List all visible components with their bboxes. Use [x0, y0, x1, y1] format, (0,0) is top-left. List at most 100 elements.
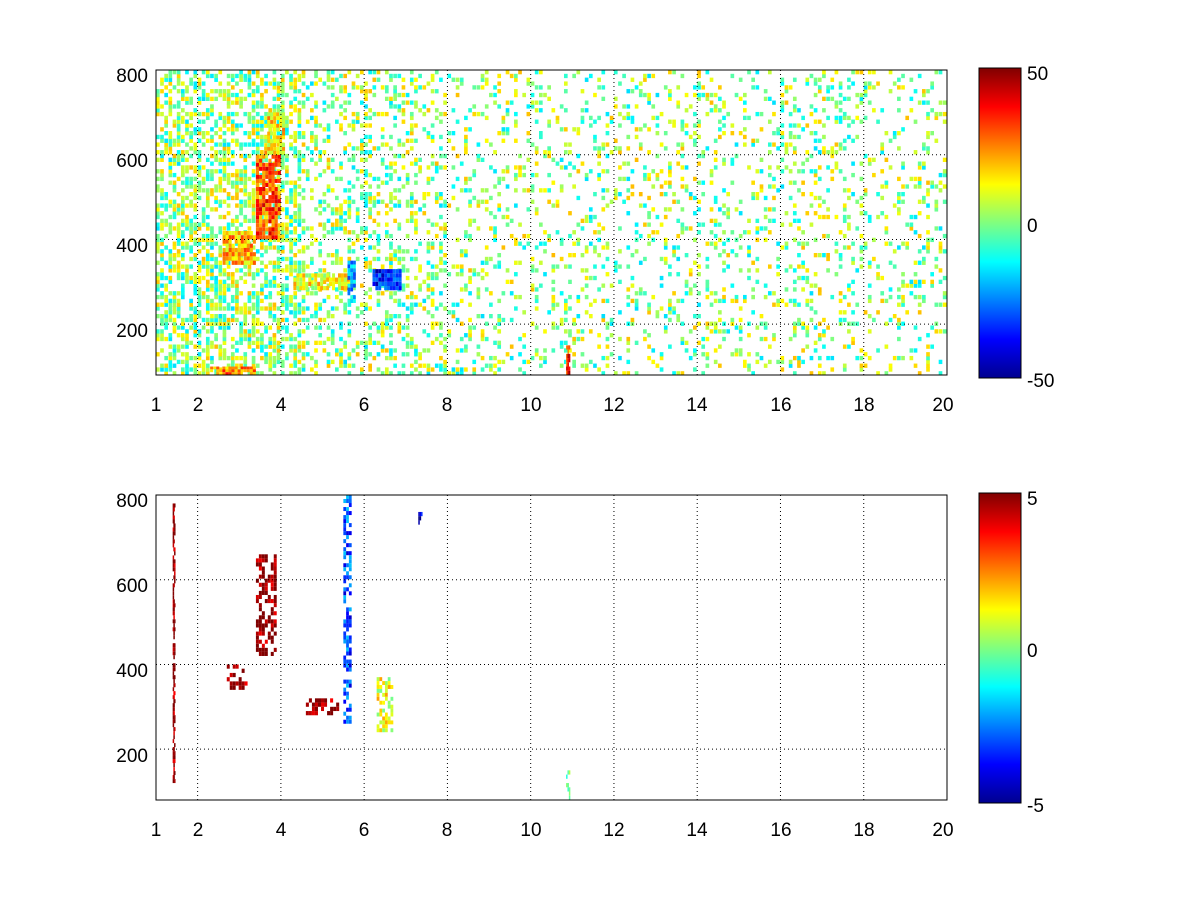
top-heatmap-cell: [718, 237, 722, 243]
top-heatmap-cell: [197, 138, 202, 143]
top-heatmap-cell: [855, 321, 860, 326]
top-heatmap-cell: [393, 73, 397, 79]
top-heatmap-cell: [418, 287, 422, 292]
top-heatmap-cell: [364, 260, 368, 265]
bottom-heatmap-cell: [174, 563, 176, 568]
top-heatmap-cell: [668, 96, 672, 101]
bottom-heatmap-cell: [255, 619, 259, 624]
top-heatmap-cell: [276, 355, 281, 361]
top-heatmap-cell: [285, 180, 289, 185]
top-heatmap-cell: [705, 96, 710, 101]
top-heatmap-cell: [738, 199, 743, 204]
top-heatmap-cell: [484, 104, 489, 109]
top-heatmap-cell: [684, 340, 689, 345]
top-heatmap-cell: [767, 264, 772, 269]
top-heatmap-cell: [205, 169, 210, 174]
top-heatmap-cell: [282, 143, 286, 148]
top-heatmap-cell: [401, 268, 406, 273]
top-heatmap-cell: [430, 314, 435, 319]
top-heatmap-cell: [276, 142, 281, 147]
top-heatmap-cell: [372, 277, 376, 282]
top-heatmap-cell: [235, 310, 239, 315]
top-heatmap-cell: [210, 192, 214, 197]
bottom-heatmap-cell: [258, 647, 262, 652]
top-heatmap-cell: [243, 239, 247, 244]
top-heatmap-cell: [813, 108, 818, 113]
top-heatmap-cell: [430, 73, 435, 79]
top-heatmap-cell: [201, 348, 206, 353]
top-heatmap-cell: [497, 359, 502, 365]
top-heatmap-cell: [322, 127, 327, 132]
top-heatmap-cell: [693, 85, 697, 90]
top-heatmap-cell: [293, 281, 297, 287]
top-heatmap-cell: [351, 85, 356, 90]
top-heatmap-cell: [901, 192, 905, 197]
top-heatmap-cell: [226, 92, 231, 98]
top-heatmap-cell: [926, 115, 930, 121]
top-heatmap-cell: [464, 150, 468, 155]
top-heatmap-cell: [809, 203, 814, 208]
top-heatmap-cell: [489, 165, 493, 170]
top-heatmap-cell: [443, 165, 447, 170]
top-heatmap-cell: [268, 203, 272, 208]
top-heatmap-cell: [863, 92, 868, 98]
top-heatmap-cell: [210, 104, 214, 109]
top-heatmap-cell: [343, 359, 348, 365]
top-heatmap-cell: [747, 245, 751, 250]
top-heatmap-cell: [505, 70, 510, 75]
top-heatmap-cell: [156, 367, 160, 372]
top-heatmap-cell: [340, 281, 344, 287]
top-heatmap-cell: [697, 81, 701, 86]
top-heatmap-cell: [801, 260, 805, 265]
top-heatmap-cell: [813, 81, 818, 86]
top-heatmap-cell: [255, 211, 260, 216]
top-heatmap-cell: [534, 325, 539, 330]
top-heatmap-cell: [268, 279, 273, 284]
top-heatmap-cell: [659, 184, 664, 189]
top-heatmap-cell: [272, 104, 277, 109]
top-heatmap-cell: [439, 134, 443, 140]
top-heatmap-cell: [176, 176, 181, 182]
top-heatmap-cell: [888, 89, 893, 94]
top-heatmap-cell: [282, 150, 286, 155]
top-heatmap-cell: [180, 230, 185, 235]
top-heatmap-cell: [505, 169, 510, 174]
top-heatmap-cell: [393, 253, 397, 258]
top-heatmap-cell: [813, 272, 818, 277]
top-heatmap-cell: [343, 268, 348, 273]
top-heatmap-cell: [801, 169, 805, 174]
top-heatmap-cell: [593, 249, 597, 254]
top-heatmap-cell: [738, 336, 743, 342]
top-heatmap-cell: [813, 310, 818, 315]
top-heatmap-cell: [230, 344, 235, 349]
top-heatmap-cell: [897, 77, 901, 82]
top-heatmap-cell: [730, 131, 735, 136]
top-heatmap-cell: [318, 340, 323, 345]
top-heatmap-cell: [847, 115, 851, 121]
bottom-heatmap-cell: [273, 623, 277, 628]
top-heatmap-cell: [376, 184, 381, 189]
top-heatmap-cell: [289, 260, 293, 265]
top-heatmap-cell: [293, 291, 298, 296]
top-heatmap-cell: [164, 275, 168, 281]
top-heatmap-cell: [567, 366, 569, 371]
top-heatmap-cell: [926, 134, 930, 140]
top-heatmap-cell: [347, 157, 352, 162]
top-heatmap-cell: [235, 73, 239, 79]
top-heatmap-cell: [193, 226, 198, 231]
top-heatmap-cell: [705, 241, 710, 246]
top-heatmap-cell: [672, 119, 676, 124]
top-heatmap-cell: [459, 161, 464, 166]
top-heatmap-cell: [584, 100, 589, 105]
bottom-heatmap-cell: [173, 515, 175, 520]
bottom-heatmap-cell: [241, 681, 245, 686]
top-heatmap-cell: [539, 222, 543, 227]
top-heatmap-cell: [809, 355, 814, 361]
top-heatmap-cell: [397, 203, 402, 208]
top-heatmap-cell: [297, 317, 302, 323]
top-heatmap-cell: [293, 108, 298, 113]
top-heatmap-cell: [801, 230, 805, 235]
top-heatmap-cell: [255, 298, 260, 304]
top-heatmap-cell: [409, 70, 414, 75]
top-heatmap-cell: [172, 203, 177, 208]
